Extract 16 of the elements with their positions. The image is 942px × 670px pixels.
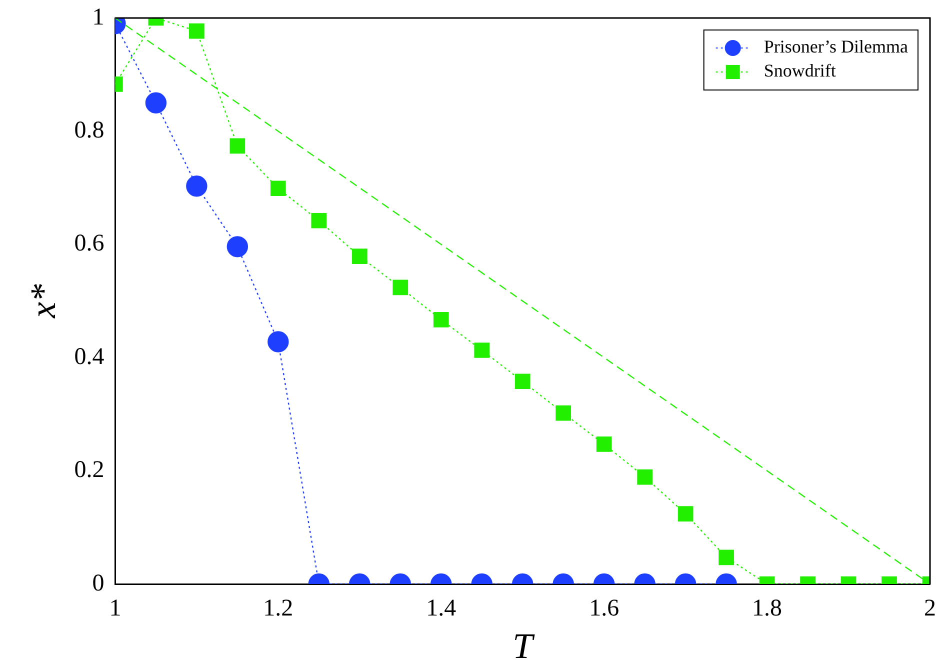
legend-label: Snowdrift [764, 60, 836, 81]
y-tick-label: 0 [92, 570, 104, 596]
x-tick-label: 1.8 [752, 596, 782, 622]
y-tick-label: 0.8 [74, 117, 104, 144]
y-tick-label: 0.4 [74, 344, 104, 370]
x-tick-label: 1.2 [263, 596, 294, 622]
x-axis-title: T [512, 626, 536, 666]
y-tick-label: 0.6 [74, 230, 104, 257]
x-tick-label: 1.6 [589, 596, 620, 622]
x-tick-label: 2 [924, 596, 936, 622]
x-tick-label: 1 [109, 596, 122, 622]
y-tick-label: 1 [92, 4, 104, 30]
legend-label: Prisoner’s Dilemma [764, 36, 908, 57]
x-tick-label: 1.4 [426, 596, 456, 622]
y-tick-label: 0.2 [74, 457, 104, 484]
y-axis-title: x* [23, 284, 64, 319]
